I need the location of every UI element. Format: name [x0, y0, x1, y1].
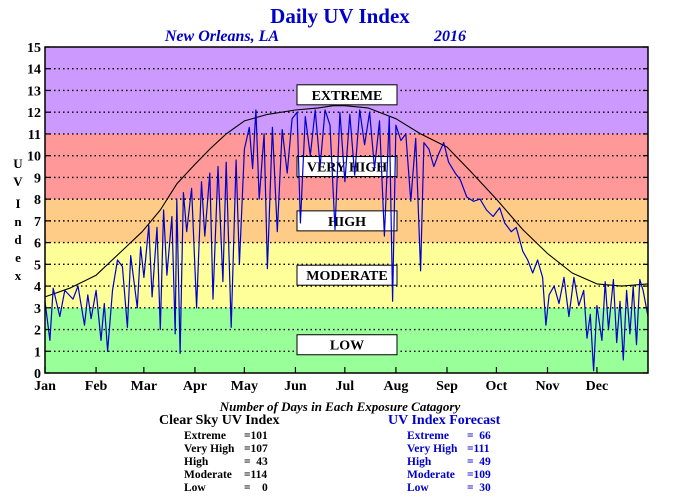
clear-sky-table: Extreme =101 Very High =107 High = 43 Moder… [184, 430, 268, 495]
y-axis-label-letter: e [15, 250, 21, 265]
band-label: MODERATE [306, 269, 387, 284]
y-tick-label: 7 [34, 215, 41, 230]
y-tick-label: 12 [27, 106, 41, 121]
stat-label: Very High [407, 443, 458, 455]
stat-value: = 49 [467, 456, 491, 468]
chart-subtitle-location: New Orleans, LA [164, 28, 280, 45]
stat-label: Extreme [184, 430, 226, 442]
band-label: VERY HIGH [307, 161, 387, 176]
stat-label: Moderate [407, 469, 455, 481]
stat-value: = 66 [467, 430, 491, 442]
y-axis-label-letter: I [15, 196, 20, 211]
stat-value: =101 [244, 430, 268, 442]
band-label-box [296, 334, 398, 356]
y-tick-label: 8 [34, 193, 41, 208]
x-tick-label: Jan [34, 379, 56, 394]
y-tick-label: 6 [34, 237, 41, 252]
stat-row: Very High =111 [407, 443, 491, 456]
stat-value: = 43 [244, 456, 268, 468]
y-tick-label: 14 [27, 63, 41, 78]
stat-row: Low = 0 [184, 482, 268, 495]
y-axis-label-letter: U [13, 156, 23, 171]
band-label: EXTREME [312, 89, 383, 104]
y-axis-label-letter: n [14, 214, 22, 229]
y-tick-label: 9 [34, 171, 41, 186]
x-tick-label: Feb [85, 379, 108, 394]
stat-row: Low = 30 [407, 482, 491, 495]
stat-value: =111 [467, 443, 490, 455]
y-tick-label: 1 [34, 345, 41, 360]
y-tick-label: 5 [34, 258, 41, 273]
stat-row: Extreme =101 [184, 430, 268, 443]
series-lines [44, 105, 649, 372]
stat-row: Extreme = 66 [407, 430, 491, 443]
x-tick-label: Nov [535, 379, 559, 394]
stat-label: Low [407, 482, 429, 494]
stat-row: High = 43 [184, 456, 268, 469]
forecast-series-line [44, 109, 649, 372]
stat-row: Very High =107 [184, 443, 268, 456]
stat-value: = 0 [244, 482, 268, 494]
stat-label: Very High [184, 443, 235, 455]
stat-label: Extreme [407, 430, 449, 442]
stat-value: =109 [467, 469, 491, 481]
y-tick-label: 10 [27, 150, 41, 165]
stat-value: = 30 [467, 482, 491, 494]
summary-title: Number of Days in Each Exposure Catagory [219, 399, 461, 414]
forecast-heading: UV Index Forecast [388, 413, 501, 428]
y-tick-label: 2 [34, 324, 41, 339]
y-tick-label: 15 [27, 41, 41, 56]
band-label-box [296, 210, 398, 232]
y-tick-label: 11 [28, 128, 41, 143]
stat-row: Moderate =109 [407, 469, 491, 482]
band-labels: LOW MODERATE HIGH VERY HIGH EXTREME [296, 84, 398, 356]
stat-label: Low [184, 482, 206, 494]
forecast-table: Extreme = 66 Very High =111 High = 49 Moder… [407, 430, 491, 495]
band-label-box [296, 264, 398, 286]
x-tick-label: Aug [383, 379, 408, 394]
x-tick-label: Apr [183, 379, 207, 394]
clear-sky-series-line [44, 105, 649, 298]
band-label: LOW [330, 339, 364, 354]
forecast-stats: UV Index Forecast Extreme = 66 Very High =… [388, 413, 500, 495]
x-tick-label: Jun [284, 379, 307, 394]
chart-title: Daily UV Index [270, 4, 410, 28]
stat-row: High = 49 [407, 456, 491, 469]
stat-value: =114 [244, 469, 268, 481]
y-axis-label-letter: V [13, 174, 23, 189]
x-tick-label: Dec [586, 379, 609, 394]
stat-value: =107 [244, 443, 268, 455]
chart-subtitle-year: 2016 [433, 28, 466, 45]
y-tick-label: 0 [34, 367, 41, 382]
x-tick-label: Oct [486, 379, 508, 394]
y-axis-label-letter: d [14, 232, 22, 247]
stat-label: High [407, 456, 432, 468]
plot-frame [44, 46, 649, 374]
stat-label: Moderate [184, 469, 232, 481]
band-label-box [296, 84, 398, 106]
x-tick-label: Mar [131, 379, 157, 394]
clear-sky-heading: Clear Sky UV Index [159, 413, 280, 428]
y-axis-label-letter: x [15, 268, 22, 283]
x-tick-label: Jul [336, 379, 355, 394]
x-tick-label: Sep [436, 379, 458, 394]
y-tick-label: 4 [34, 280, 41, 295]
stat-row: Moderate =114 [184, 469, 268, 482]
stat-label: High [184, 456, 209, 468]
y-tick-label: 13 [27, 84, 41, 99]
y-tick-label: 3 [34, 302, 41, 317]
band-label: HIGH [328, 215, 366, 230]
clear-sky-stats: Clear Sky UV Index Extreme =101 Very High… [159, 413, 279, 495]
x-tick-label: May [231, 379, 258, 394]
